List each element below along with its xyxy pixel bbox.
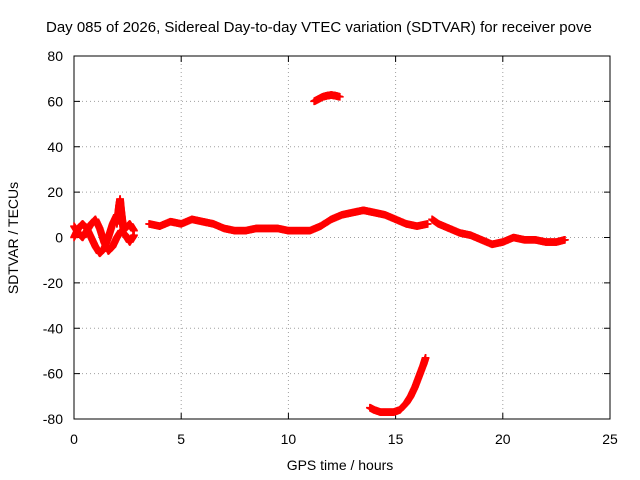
y-tick-label: 20 — [47, 184, 63, 200]
x-tick-label: 25 — [602, 431, 618, 447]
data-point — [423, 220, 432, 228]
data-point — [421, 353, 430, 362]
data-point — [561, 235, 569, 244]
chart-title: Day 085 of 2026, Sidereal Day-to-day VTE… — [46, 19, 592, 36]
y-tick-label: 0 — [55, 230, 63, 246]
x-axis-label: GPS time / hours — [287, 457, 394, 473]
data-marks — [70, 91, 569, 416]
y-tick-label: -20 — [43, 275, 63, 291]
x-tick-label: 20 — [495, 431, 511, 447]
x-tick-label: 10 — [281, 431, 297, 447]
y-tick-label: 40 — [47, 139, 63, 155]
x-tick-label: 0 — [70, 431, 78, 447]
y-axis: 80 60 40 20 0 -20 -40 -60 -80 — [43, 48, 610, 427]
data-point — [119, 224, 128, 233]
y-tick-label: 80 — [47, 48, 63, 64]
x-tick-label: 5 — [177, 431, 185, 447]
data-point — [336, 93, 344, 101]
x-tick-label: 15 — [388, 431, 404, 447]
y-tick-label: -80 — [43, 411, 63, 427]
y-axis-label: SDTVAR / TECUs — [5, 182, 21, 294]
grid-lines — [74, 56, 610, 419]
y-tick-label: 60 — [47, 93, 63, 109]
x-axis: 0 5 10 15 20 25 — [70, 56, 618, 447]
data-point — [130, 226, 138, 235]
y-tick-label: -40 — [43, 320, 63, 336]
y-tick-label: -60 — [43, 366, 63, 382]
